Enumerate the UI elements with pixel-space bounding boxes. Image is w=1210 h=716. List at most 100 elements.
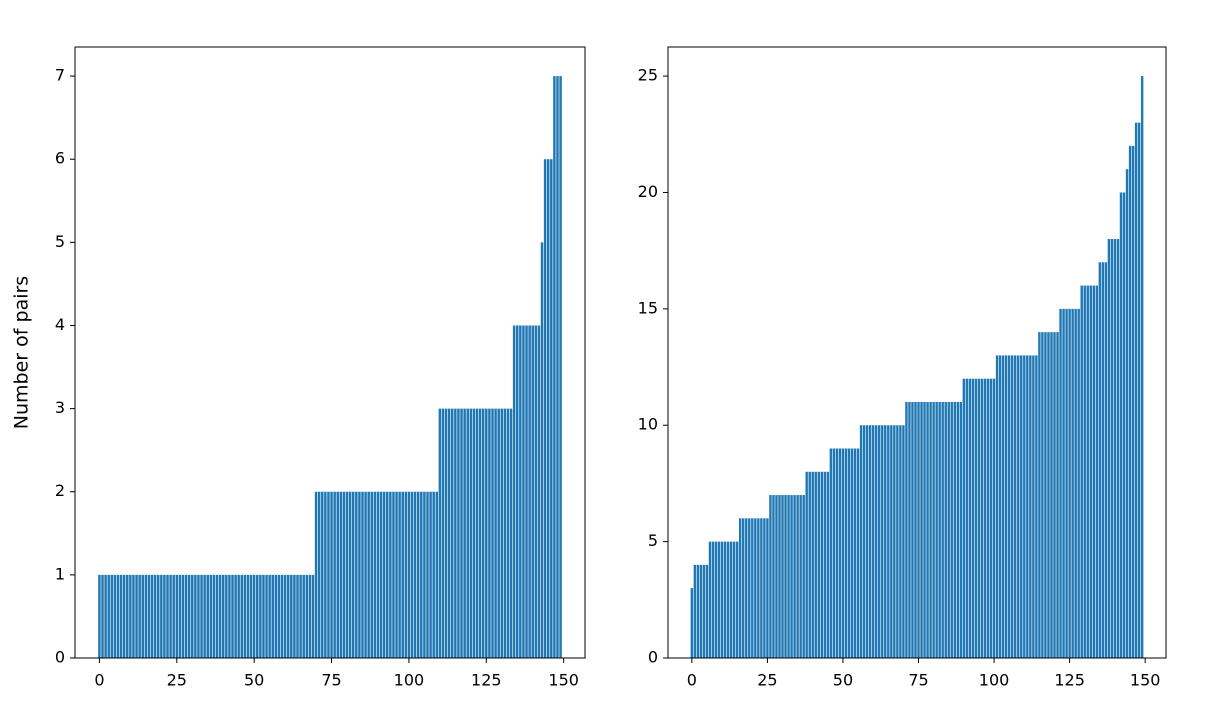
bar	[553, 76, 556, 659]
bar	[132, 574, 135, 658]
bar	[956, 401, 960, 658]
bar	[324, 491, 327, 658]
bar	[1065, 308, 1068, 658]
y-tick-label: 20	[638, 182, 658, 201]
bar	[923, 401, 926, 658]
bar	[274, 574, 278, 658]
bar	[209, 574, 213, 658]
bar	[488, 408, 491, 658]
bar	[404, 491, 408, 658]
bar	[817, 471, 820, 658]
bar	[395, 491, 398, 658]
bar	[751, 518, 754, 658]
bar	[926, 401, 929, 658]
bar	[1044, 332, 1047, 658]
bar	[153, 574, 157, 658]
bar	[416, 491, 420, 658]
bar	[838, 448, 842, 658]
bar	[283, 574, 287, 658]
bar	[413, 491, 417, 658]
bar	[317, 491, 321, 658]
bar	[723, 541, 727, 658]
bar	[950, 401, 953, 658]
bar	[481, 408, 485, 658]
bar	[699, 564, 703, 658]
bar	[917, 401, 920, 658]
bar	[460, 408, 463, 658]
y-tick-label: 2	[55, 481, 65, 500]
bar	[881, 425, 884, 658]
bar	[129, 574, 132, 658]
bar	[1029, 355, 1032, 658]
bar	[426, 491, 429, 658]
bar	[113, 574, 117, 658]
bar	[559, 76, 562, 659]
bar	[194, 574, 197, 658]
axes-frame	[667, 46, 1167, 659]
bar	[166, 574, 169, 658]
y-tick-label: 3	[55, 398, 65, 417]
bar	[1010, 355, 1014, 658]
bar	[259, 574, 262, 658]
bar	[398, 491, 401, 658]
bar	[386, 491, 389, 658]
x-tick-label: 125	[471, 671, 502, 690]
bar	[491, 408, 494, 658]
bar	[1074, 308, 1077, 658]
x-tick-label: 50	[833, 671, 853, 690]
bar	[172, 574, 175, 658]
bar	[212, 574, 216, 658]
bar	[311, 574, 315, 658]
bar	[708, 541, 712, 658]
bar	[905, 401, 908, 658]
bar	[775, 495, 778, 658]
bar	[101, 574, 104, 658]
bar	[1017, 355, 1020, 658]
bar	[726, 541, 730, 658]
bar	[160, 574, 163, 658]
bar	[441, 408, 445, 658]
bar	[463, 408, 466, 658]
bar	[1083, 285, 1086, 658]
bar	[1032, 355, 1035, 658]
bar	[1116, 239, 1120, 658]
bar	[1119, 192, 1123, 658]
bar	[820, 471, 824, 658]
bar	[769, 495, 772, 658]
x-tick-label: 100	[979, 671, 1010, 690]
bar	[745, 518, 748, 658]
bar	[1098, 262, 1102, 658]
bar	[992, 378, 996, 658]
bar	[1062, 308, 1065, 658]
bar	[977, 378, 981, 658]
bar	[410, 491, 414, 658]
bar	[178, 574, 182, 658]
bar	[290, 574, 293, 658]
bar	[959, 401, 963, 658]
bar	[336, 491, 339, 658]
bar	[1134, 122, 1138, 658]
bar	[144, 574, 148, 658]
bar	[850, 448, 854, 658]
bar	[376, 491, 380, 658]
bar	[1140, 76, 1144, 659]
bar	[126, 574, 129, 658]
bar	[1137, 122, 1141, 658]
bar	[1004, 355, 1008, 658]
bar	[772, 495, 775, 658]
x-tick-label: 50	[244, 671, 264, 690]
bar	[218, 574, 222, 658]
bar	[361, 491, 364, 658]
bar	[823, 471, 827, 658]
bar	[215, 574, 219, 658]
bar	[373, 491, 377, 658]
bar	[472, 408, 476, 658]
bar	[757, 518, 760, 658]
bar	[1086, 285, 1089, 658]
y-tick-label: 15	[638, 298, 658, 317]
bar	[763, 518, 766, 658]
bar	[122, 574, 126, 658]
bar	[494, 408, 497, 658]
bar	[500, 408, 504, 658]
bar	[546, 159, 550, 658]
